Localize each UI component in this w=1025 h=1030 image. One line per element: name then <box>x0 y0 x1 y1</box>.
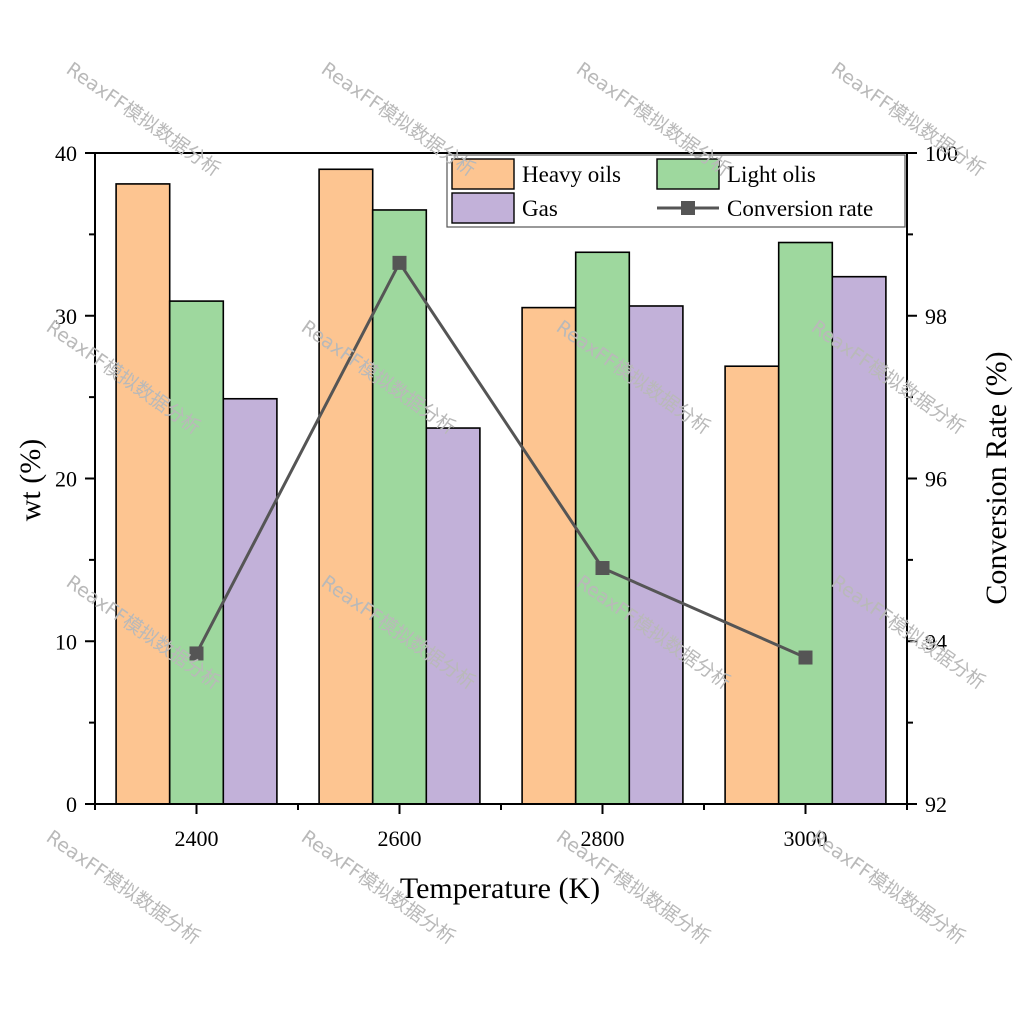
ticks-layer: 0 10 20 30 40 92 94 96 98 100 2400 2600 2800 3000 <box>55 141 958 851</box>
legend-box <box>446 154 906 228</box>
x-tick-label: 2600 <box>378 826 422 851</box>
bar-gas-2600 <box>425 427 481 805</box>
bar-gas-2800 <box>628 305 684 805</box>
y-tick-label: 20 <box>55 467 77 492</box>
conversion-rate-point-2600 <box>392 255 407 270</box>
watermark-text: ReaxFF模拟数据分析 <box>317 58 479 181</box>
bar-light-olis-2400 <box>168 300 225 805</box>
y-tick-label: 40 <box>55 141 77 166</box>
y-tick-label: 0 <box>66 792 77 817</box>
y2-tick-label: 94 <box>925 629 947 654</box>
watermark-text: ReaxFF模拟数据分析 <box>62 58 224 181</box>
legend-swatch-heavy-oils <box>451 158 515 190</box>
conversion-rate-point-2800 <box>595 561 610 576</box>
bar-heavy-oils-3000 <box>724 365 780 805</box>
conversion-rate-line <box>195 259 807 659</box>
legend: Heavy oils Light olis Gas Conversion rate <box>446 154 906 228</box>
legend-label-gas: Gas <box>522 196 558 221</box>
x-tick-label: 2400 <box>175 826 219 851</box>
bar-gas-2400 <box>222 397 278 805</box>
watermark-text: ReaxFF模拟数据分析 <box>807 826 969 949</box>
legend-label-light-olis: Light olis <box>727 162 816 187</box>
y2-tick-label: 96 <box>925 467 947 492</box>
y2-axis-title: Conversion Rate (%) <box>980 351 1013 604</box>
legend-label-heavy-oils: Heavy oils <box>522 162 621 187</box>
bars-layer <box>115 168 887 805</box>
y-tick-label: 10 <box>55 629 77 654</box>
y-tick-label: 30 <box>55 304 77 329</box>
x-tick-label: 3000 <box>784 826 828 851</box>
bar-light-olis-2600 <box>371 209 428 805</box>
conversion-rate-point-3000 <box>798 650 813 665</box>
legend-marker-conversion-rate <box>681 201 695 215</box>
x-axis-title: Temperature (K) <box>400 872 600 905</box>
conversion-rate-point-2400 <box>189 646 204 661</box>
legend-swatch-gas <box>451 192 515 224</box>
legend-label-conversion-rate: Conversion rate <box>727 196 873 221</box>
axis-titles: Temperature (K) wt (%) Conversion Rate (… <box>14 351 1013 905</box>
bar-light-olis-3000 <box>777 241 834 805</box>
line-layer <box>189 255 813 665</box>
bar-heavy-oils-2600 <box>318 168 374 805</box>
bar-light-olis-2800 <box>574 251 631 805</box>
legend-swatch-light-olis <box>656 158 720 190</box>
bar-heavy-oils-2400 <box>115 183 171 805</box>
y2-tick-label: 98 <box>925 304 947 329</box>
bar-heavy-oils-2800 <box>521 306 577 805</box>
x-tick-label: 2800 <box>581 826 625 851</box>
y2-tick-label: 92 <box>925 792 947 817</box>
y2-tick-label: 100 <box>925 141 958 166</box>
y-axis-title: wt (%) <box>14 439 47 521</box>
